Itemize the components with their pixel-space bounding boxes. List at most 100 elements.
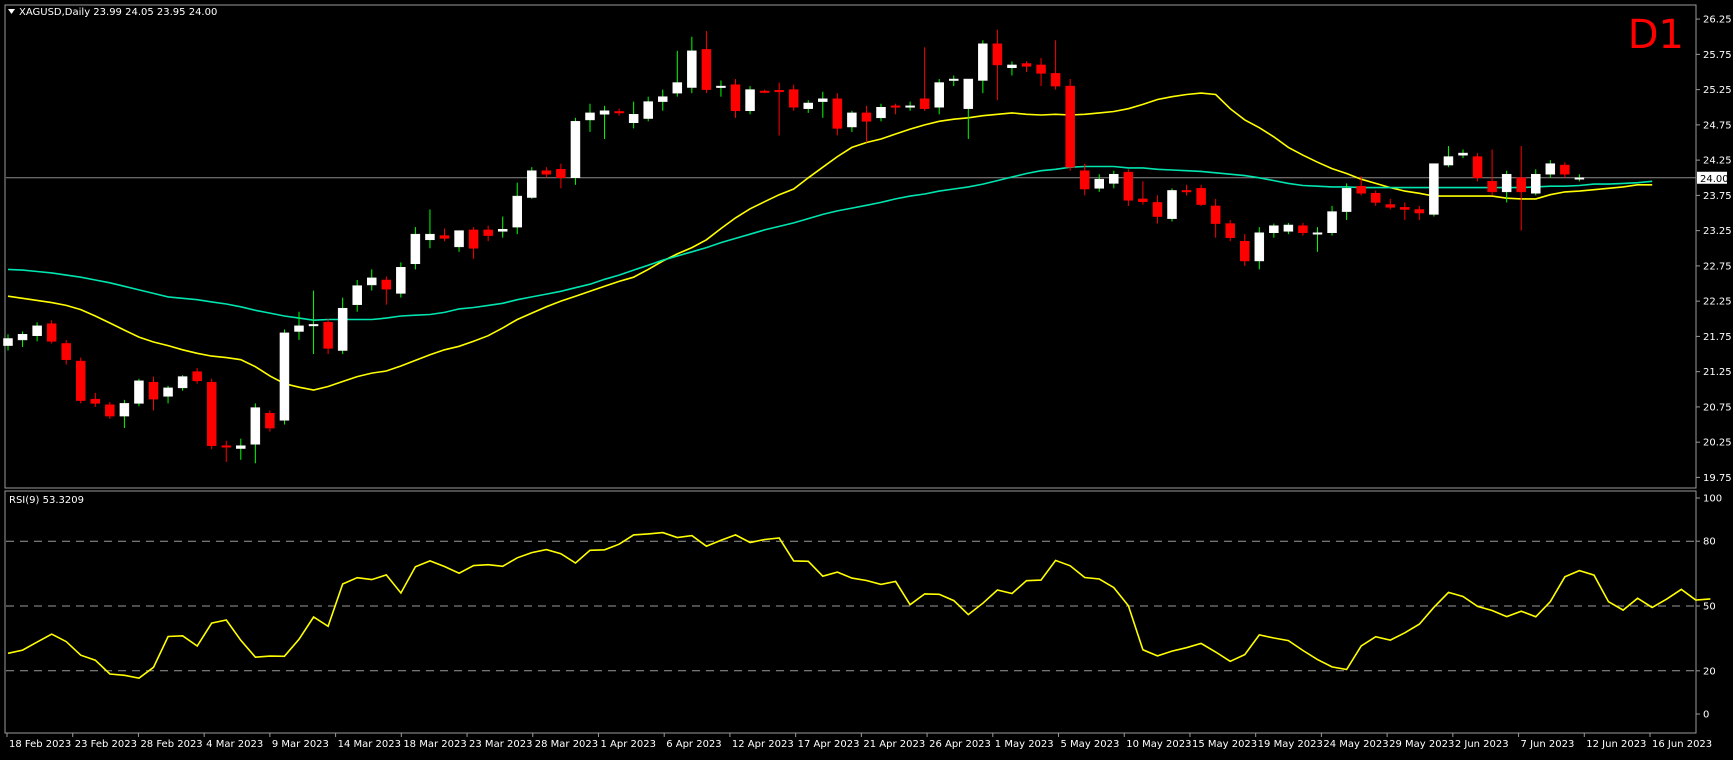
bear-candle-body [381,279,392,290]
time-tick-label: 29 May 2023 [1389,739,1454,750]
candle [1240,234,1250,266]
bull-candle-body [163,387,173,397]
bear-candle-body [1050,73,1061,87]
candle [759,89,770,94]
time-tick-label: 12 Jun 2023 [1586,739,1646,750]
bull-candle-body [396,267,406,294]
candle [1050,40,1061,90]
price-tick-label: 24.25 [1703,156,1732,167]
bear-candle-body [701,49,712,90]
bear-candle-body [1079,170,1090,190]
rsi-axis: 100 80 50 20 0 [1696,494,1722,721]
candle [1312,227,1323,252]
rsi-tick-label: 50 [1703,602,1716,613]
candle [541,167,552,178]
candle [1269,223,1279,238]
candle [1385,198,1395,210]
bull-candle-body [570,121,581,179]
price-tick-label: 23.75 [1703,191,1732,202]
candle [1065,79,1075,171]
bull-candle-body [134,380,144,404]
bear-candle-body [541,170,552,175]
candle [919,47,930,111]
bull-candle-body [497,228,508,232]
candle [803,100,813,113]
bull-candle-body [527,170,537,198]
candle [1501,170,1512,203]
candle [992,29,1003,101]
candle [46,320,57,344]
candle [1545,160,1556,178]
bull-candle-body [119,403,130,417]
candle [1560,162,1570,178]
bear-candle-body [483,229,493,236]
time-tick-label: 12 Apr 2023 [732,739,794,750]
bear-candle-body [105,404,115,417]
candle [628,101,639,129]
time-tick-label: 9 Mar 2023 [272,739,329,750]
bull-candle-body [963,78,974,109]
candle [1516,146,1526,231]
candle [105,401,115,419]
rsi-pane-frame[interactable] [4,490,1697,734]
candle [774,82,784,136]
symbol-menu-chevron-icon[interactable] [8,9,15,14]
bear-candle-body [774,90,784,93]
bear-candle-body [614,111,624,114]
bear-candle-body [1560,164,1570,175]
bull-candle-body [1254,232,1265,262]
candle [1429,163,1439,217]
bear-candle-body [1370,193,1381,203]
candle [643,96,653,122]
time-tick-label: 6 Apr 2023 [666,739,721,750]
price-tick-label: 22.75 [1703,261,1732,272]
candle [221,440,231,462]
price-tick-label: 25.75 [1703,50,1732,61]
price-tick-label: 21.25 [1703,367,1732,378]
time-tick-label: 28 Mar 2023 [535,739,598,750]
candle [585,103,595,132]
rsi-tick-label: 80 [1703,537,1716,548]
candle [934,79,944,115]
candle [323,318,333,355]
candle [352,279,362,312]
candle [17,331,28,347]
timeframe-badge: D1 [1628,12,1684,58]
time-tick-label: 23 Feb 2023 [75,739,137,750]
bull-candle-body [934,82,944,108]
bear-candle-body [1400,207,1410,210]
candle [599,105,610,139]
candle [570,117,581,185]
time-tick-label: 18 Feb 2023 [9,739,71,750]
candle [949,75,959,87]
time-tick-label: 23 Mar 2023 [469,739,532,750]
candlestick-series [3,29,1585,464]
bear-candle-body [221,445,231,448]
bear-candle-body [730,84,741,112]
candle [1225,220,1235,242]
time-tick-label: 15 May 2023 [1192,739,1257,750]
bull-candle-body [803,102,813,109]
current-price-tag-label: 24.00 [1700,174,1729,185]
candle [978,40,988,94]
candle [1094,174,1104,192]
bull-candle-body [367,277,377,286]
candle [1079,163,1090,196]
candle [905,101,915,111]
bull-candle-body [1327,211,1337,234]
symbol-header: XAGUSD,Daily 23.99 24.05 23.95 24.00 [19,7,217,18]
candle [163,385,173,404]
candle [1400,202,1410,221]
candle [847,110,857,132]
price-pane-frame[interactable] [4,4,1697,489]
candle [1414,205,1425,221]
bull-candle-body [410,233,421,265]
bull-candle-body [1429,163,1439,215]
candle [1036,57,1046,87]
bull-candle-body [628,114,639,124]
candle [1021,61,1032,72]
bull-candle-body [905,105,915,108]
price-tick-label: 22.25 [1703,297,1732,308]
rsi-title: RSI(9) 53.3209 [9,495,84,506]
candle [1443,146,1454,168]
